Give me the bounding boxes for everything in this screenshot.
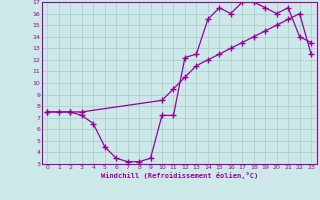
X-axis label: Windchill (Refroidissement éolien,°C): Windchill (Refroidissement éolien,°C)	[100, 172, 258, 179]
